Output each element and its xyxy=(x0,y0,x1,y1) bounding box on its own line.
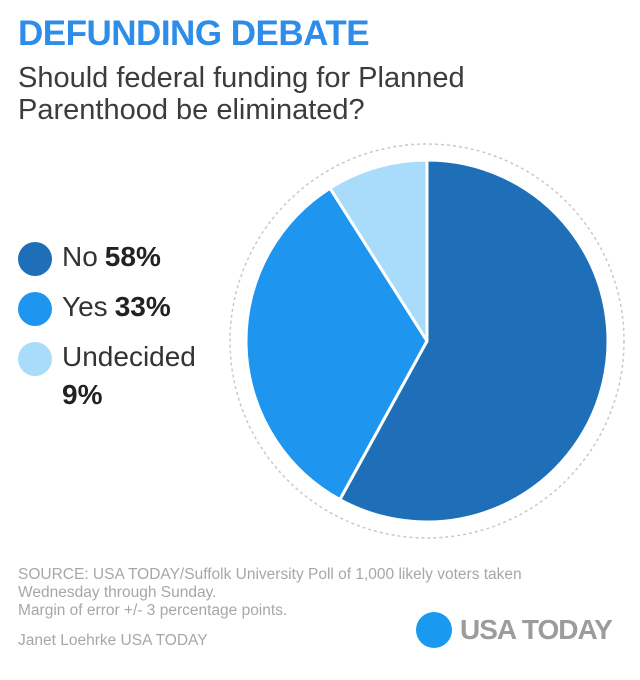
legend-swatch-yes xyxy=(18,292,52,326)
pie-slices xyxy=(244,158,610,524)
usa-today-logo: USA TODAY xyxy=(416,612,613,648)
legend-pct-yes: 33% xyxy=(114,291,171,322)
chart-title: DEFUNDING DEBATE xyxy=(18,14,370,53)
legend-text-yes: Yes 33% xyxy=(62,288,171,326)
source-text: SOURCE: USA TODAY/Suffolk University Pol… xyxy=(18,566,522,601)
legend-swatch-undecided xyxy=(18,342,52,376)
pie-slice-undecided xyxy=(328,158,429,343)
legend-item-yes: Yes 33% xyxy=(18,288,233,326)
margin-of-error-text: Margin of error +/- 3 percentage points. xyxy=(18,602,288,619)
legend-label-undecided: Undecided xyxy=(62,341,196,372)
legend-swatch-no xyxy=(18,242,52,276)
logo-text: USA TODAY xyxy=(460,614,613,645)
legend: No 58% Yes 33% Undecided 9% xyxy=(18,238,233,426)
legend-text-no: No 58% xyxy=(62,238,161,276)
pie-slice-no xyxy=(338,158,610,524)
pie-chart-svg xyxy=(229,143,625,539)
legend-label-yes: Yes xyxy=(62,291,108,322)
credit-text: Janet Loehrke USA TODAY xyxy=(18,632,208,649)
pie-outline xyxy=(229,143,625,539)
logo-circle-icon xyxy=(416,612,452,648)
legend-text-undecided: Undecided 9% xyxy=(62,338,203,414)
legend-item-undecided: Undecided 9% xyxy=(18,338,233,414)
pie-slice-yes xyxy=(244,186,429,502)
legend-pct-undecided: 9% xyxy=(62,379,103,410)
legend-item-no: No 58% xyxy=(18,238,233,276)
legend-label-no: No xyxy=(62,241,98,272)
chart-subtitle: Should federal funding for Planned Paren… xyxy=(18,62,465,126)
pie-chart xyxy=(222,136,632,546)
legend-pct-no: 58% xyxy=(104,241,161,272)
source-note: SOURCE: USA TODAY/Suffolk University Pol… xyxy=(18,566,598,620)
